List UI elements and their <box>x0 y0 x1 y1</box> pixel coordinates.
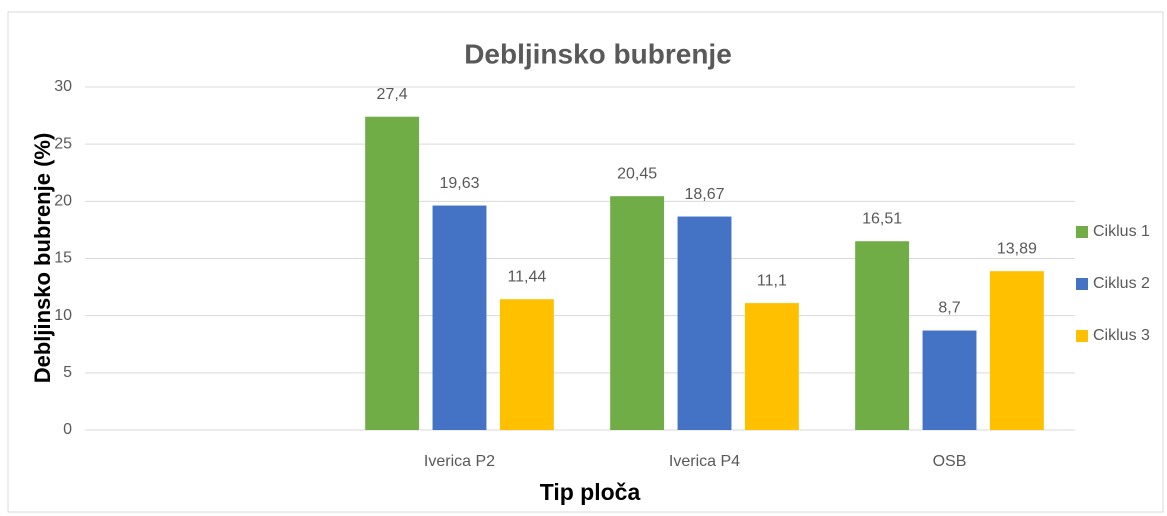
data-label: 27,4 <box>377 86 408 103</box>
data-label: 18,67 <box>684 186 724 203</box>
legend-label: Ciklus 2 <box>1093 275 1150 292</box>
y-tick-label: 5 <box>63 364 72 381</box>
y-tick-label: 25 <box>54 135 72 152</box>
y-tick-label: 15 <box>54 250 72 267</box>
data-label: 8,7 <box>938 300 960 317</box>
x-tick-label: OSB <box>933 453 967 470</box>
y-tick-label: 10 <box>54 307 72 324</box>
data-label: 16,51 <box>862 210 902 227</box>
data-label: 11,1 <box>757 272 787 289</box>
data-label: 19,63 <box>439 175 479 192</box>
y-axis-label: Debljinsko bubrenje (%) <box>30 133 55 384</box>
bar <box>365 116 420 430</box>
bar <box>677 216 732 430</box>
bar <box>499 299 554 430</box>
x-tick-label: Iverica P4 <box>669 453 740 470</box>
bar <box>855 241 910 430</box>
x-axis-label: Tip ploča <box>540 479 641 505</box>
bar <box>610 196 665 430</box>
data-label: 13,89 <box>997 240 1037 257</box>
bar <box>989 271 1044 430</box>
bar <box>432 205 487 430</box>
legend-label: Ciklus 3 <box>1093 327 1150 344</box>
y-tick-label: 20 <box>54 193 72 210</box>
chart-title: Debljinsko bubrenje <box>464 38 732 69</box>
data-label: 20,45 <box>617 165 657 182</box>
legend-label: Ciklus 1 <box>1093 223 1150 240</box>
legend-swatch <box>1076 330 1088 342</box>
bar <box>744 303 799 430</box>
y-tick-label: 30 <box>54 78 72 95</box>
legend-swatch <box>1076 278 1088 290</box>
bar <box>922 330 977 430</box>
x-tick-label: Iverica P2 <box>424 453 495 470</box>
data-label: 11,44 <box>507 268 546 285</box>
y-tick-label: 0 <box>63 421 72 438</box>
legend-swatch <box>1076 226 1088 238</box>
chart-frame <box>7 11 1164 513</box>
